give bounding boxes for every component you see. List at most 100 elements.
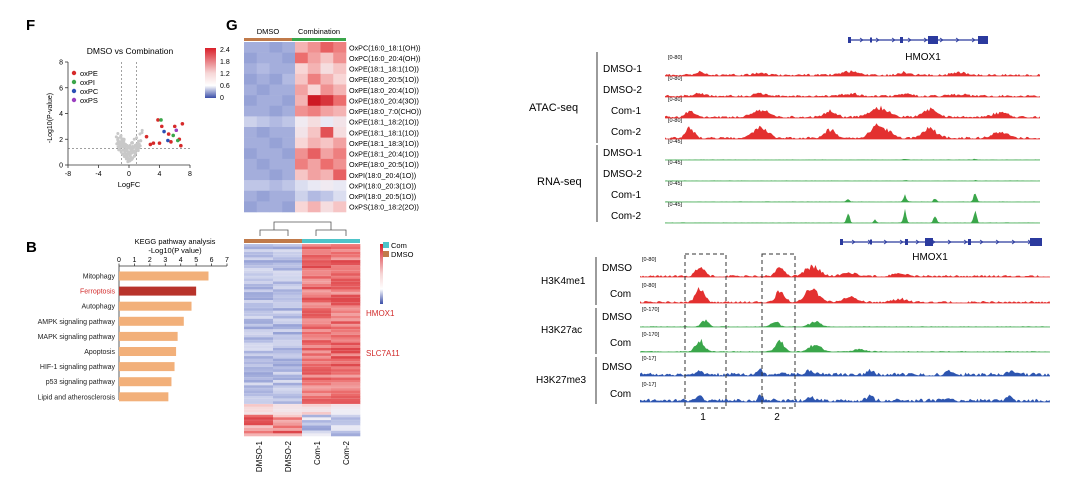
heatmap2-cell [331, 300, 361, 303]
heatmap2-cell [244, 372, 274, 375]
heatmap2-cell [331, 420, 361, 423]
heatmap2-cell [331, 385, 361, 389]
heatmap2-cell [302, 353, 332, 357]
heatmap1-cell [307, 127, 321, 138]
heatmap2-cell [302, 324, 332, 327]
heatmap2-cell [331, 276, 361, 279]
heatmap2-cell [273, 300, 303, 303]
heatmap2-cell [273, 342, 303, 346]
volcano-point-ns [133, 152, 137, 156]
heatmap1-cell [320, 158, 334, 170]
heatmap2-cell [302, 348, 332, 351]
volcano-point-oxpc [166, 138, 170, 143]
heatmap1-cell [256, 84, 270, 96]
heatmap2-cell [244, 401, 274, 405]
heatmap2-cell [244, 284, 274, 287]
volcano-point-oxpe [157, 141, 162, 145]
heatmap2-cell [273, 377, 303, 381]
heatmap2-cell [244, 310, 274, 314]
heatmap2-cell [273, 337, 303, 341]
hm2-legend-dmso-swatch [383, 251, 389, 257]
heatmap2-cell [244, 321, 274, 325]
volcano-point-oxpi [176, 138, 180, 143]
heatmap2-cell [331, 289, 361, 293]
heatmap1-cell [269, 52, 283, 64]
heatmap2-cell [302, 254, 332, 258]
heatmap1-cell [307, 105, 321, 117]
heatmap1-row-label: OxPE(18:1_18:1(1O)) [349, 128, 419, 137]
heatmap2-cell [331, 398, 361, 402]
heatmap2-cell [331, 406, 361, 410]
heatmap2-cell [244, 254, 274, 258]
heatmap1-cell [307, 84, 321, 96]
heatmap2-cell [302, 374, 332, 378]
colorscale-tick-1: 2.4 [220, 47, 230, 54]
volcano-point-ns [132, 154, 136, 158]
heatmap2-cell [244, 433, 274, 437]
gene-exon [968, 239, 971, 245]
heatmap2-cell [302, 404, 332, 407]
heatmap1-cell [269, 158, 283, 170]
rna-track-2 [665, 180, 1040, 181]
heatmap1-cell [333, 201, 347, 213]
kegg-bar-chart: KEGG pathway analysis -Log10(P value) 0 1… [38, 237, 229, 402]
heatmap2-cell [244, 428, 274, 431]
heatmap2-cell [244, 249, 274, 253]
legend-label-oxpe: oxPE [80, 69, 98, 78]
heatmap2-cell [273, 316, 303, 319]
heatmap1-cell [244, 52, 258, 64]
group-label-combination: Combination [298, 27, 340, 36]
heatmap1-cell [282, 201, 296, 213]
kegg-bar [119, 392, 169, 402]
kegg-bar [119, 377, 172, 387]
heatmap2-cell [244, 348, 274, 351]
heatmap1-cell [244, 158, 258, 170]
atac-rna-tracks: HMOX1 ATAC-seq RNA-seq DMSO-1 DMSO-2 Com… [529, 36, 1040, 224]
heatmap2-cell [302, 393, 332, 397]
heatmap1-cell [307, 190, 321, 202]
rna-track-3 [665, 193, 1040, 202]
heatmap1-cell [244, 95, 258, 107]
sample-h3k27me3-dmso: DMSO [602, 362, 632, 373]
group-bar-dmso [244, 38, 292, 41]
heatmap2-cell [244, 377, 274, 381]
rna-track-1 [665, 158, 1040, 160]
volcano-point-ns [116, 131, 120, 135]
heatmap1-cell [282, 42, 296, 53]
heatmap2-cell [302, 265, 332, 269]
kegg-tick-label: 3 [163, 257, 167, 264]
heatmap2-cell [244, 417, 274, 421]
gene-strand-arrow [875, 37, 880, 43]
heatmap2-cell [302, 356, 332, 359]
heatmap2-cell [302, 417, 332, 421]
heatmap1-cell [256, 137, 270, 149]
volcano-point-ns [130, 157, 134, 161]
heatmap1-cell [295, 84, 309, 96]
heatmap2-cell [244, 273, 274, 277]
heatmap2-cell [273, 366, 303, 370]
gene-exon [1030, 238, 1042, 246]
heatmap2-cell [273, 380, 303, 383]
volcano-ytick-label: 8 [59, 60, 63, 67]
heatmap2-cell [244, 358, 274, 362]
heatmap2-cell [273, 396, 303, 399]
heatmap1-cell [307, 42, 321, 53]
heatmap2-cell [244, 393, 274, 397]
heatmap1-row-label: OxPI(18:0_20:3(1O)) [349, 181, 416, 190]
heatmap1-cell [307, 73, 321, 85]
heatmap2-cell [302, 377, 332, 381]
heatmap2-cell [244, 382, 274, 386]
heatmap2-cell [331, 313, 361, 317]
heatmap2-cell [244, 326, 274, 330]
heatmap1-row-label: OxPE(18:0_20:4(3O)) [349, 96, 419, 105]
heatmap2-cell [331, 324, 361, 327]
heatmap2-cell [273, 249, 303, 253]
heatmap1-cell [320, 201, 334, 213]
volcano-point-ns [114, 135, 118, 139]
heatmap1-cell [295, 169, 309, 181]
gene-strand-arrow [851, 239, 856, 245]
heatmap2-cell [302, 382, 332, 386]
heatmap2-cell [244, 420, 274, 423]
heatmap1-cell [333, 84, 347, 96]
heatmap2-cell [273, 350, 303, 354]
